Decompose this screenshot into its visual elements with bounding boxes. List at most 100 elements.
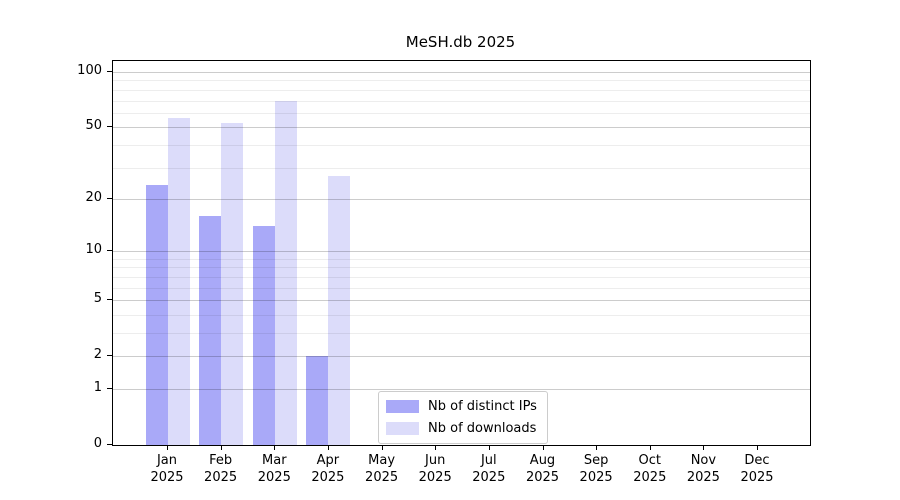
year-label: 2025 [525,470,560,485]
bar-nb-of-downloads-feb [221,122,244,445]
x-tick-label-oct: Oct 2025 [623,452,677,486]
bar-nb-of-downloads-mar [274,100,297,445]
gridline-minor-3 [113,333,810,334]
legend-row-distinct-ips: Nb of distinct IPs [386,397,537,416]
gridline-major-10 [113,251,810,253]
y-tick-label-10: 10 [85,242,102,258]
legend-swatch-distinct-ips [386,400,419,413]
y-tick-mark-10 [107,250,112,252]
year-label: 2025 [472,470,506,485]
legend-label-distinct-ips: Nb of distinct IPs [428,399,537,414]
gridline-major-2 [113,356,810,358]
y-tick-mark-50 [107,126,112,128]
bar-nb-of-distinct-ips-jan [145,184,168,445]
month-label: Aug [529,453,556,468]
gridline-minor-7 [113,276,810,278]
y-tick-mark-1 [107,388,112,389]
y-tick-mark-20 [107,197,112,199]
x-tick-label-feb: Feb 2025 [194,452,248,486]
x-tick-label-mar: Mar 2025 [247,452,301,486]
x-tick-label-nov: Nov 2025 [676,452,730,486]
year-label: 2025 [418,470,452,485]
bar-nb-of-distinct-ips-mar [252,226,275,445]
x-tick-mark-aug [542,445,544,450]
bar-nb-of-distinct-ips-feb [199,216,222,445]
x-tick-mark-jun [435,445,437,450]
x-tick-mark-apr [327,445,329,450]
year-label: 2025 [365,470,399,485]
year-label: 2025 [257,470,291,485]
x-tick-mark-oct [649,445,651,450]
year-label: 2025 [579,470,613,485]
y-tick-mark-5 [107,299,112,301]
chart-title: MeSH.db 2025 [405,33,516,51]
month-label: Oct [638,453,662,468]
y-tick-label-20: 20 [85,189,102,205]
gridline-minor-90 [113,80,810,82]
month-label: Jun [425,453,446,468]
x-tick-label-sep: Sep 2025 [569,452,623,486]
x-tick-label-jul: Jul 2025 [462,452,516,486]
y-tick-label-100: 100 [77,63,102,78]
month-label: May [368,453,396,468]
gridline-minor-60 [113,112,810,114]
y-tick-label-5: 5 [93,291,102,307]
month-label: Jan [156,453,178,468]
month-label: Sep [583,453,609,468]
y-tick-label-0: 0 [93,436,102,451]
y-tick-mark-2 [107,355,112,357]
gridline-minor-4 [113,314,810,316]
y-tick-label-1: 1 [93,380,102,395]
year-label: 2025 [686,470,720,485]
x-tick-label-may: May 2025 [355,452,409,486]
x-tick-mark-jan [167,445,168,450]
legend: Nb of distinct IPs Nb of downloads [378,391,548,444]
month-label: Jul [480,453,497,468]
year-label: 2025 [740,470,774,485]
month-label: Nov [690,453,717,468]
year-label: 2025 [204,470,238,485]
gridline-minor-70 [113,100,810,102]
gridline-minor-80 [113,89,810,91]
bar-nb-of-distinct-ips-apr [306,356,329,445]
y-tick-mark-0 [107,444,112,445]
x-tick-mark-dec [757,445,758,450]
y-tick-mark-100 [107,71,112,72]
gridline-minor-30 [113,167,810,169]
x-tick-label-dec: Dec 2025 [730,452,784,486]
year-label: 2025 [311,470,345,485]
legend-row-downloads: Nb of downloads [386,419,537,438]
gridline-major-100 [113,72,810,73]
gridline-major-1 [113,389,810,390]
x-tick-label-apr: Apr 2025 [301,452,355,486]
month-label: Dec [744,453,770,468]
year-label: 2025 [633,470,667,485]
x-tick-mark-feb [220,445,222,450]
y-tick-label-2: 2 [93,347,102,363]
x-tick-label-jan: Jan 2025 [140,452,194,486]
month-label: Mar [262,453,287,468]
x-tick-mark-mar [274,445,276,450]
y-tick-label-50: 50 [85,118,102,134]
gridline-major-50 [113,127,810,129]
gridline-minor-8 [113,267,810,269]
legend-label-downloads: Nb of downloads [428,421,537,436]
x-tick-mark-nov [703,445,705,450]
gridline-minor-9 [113,258,810,260]
bar-nb-of-downloads-jan [167,118,190,445]
gridline-major-20 [113,198,810,200]
gridline-minor-40 [113,144,810,146]
x-tick-mark-sep [596,445,598,450]
gridline-minor-6 [113,287,810,289]
x-tick-label-aug: Aug 2025 [516,452,570,486]
plot-area [112,60,811,446]
gridline-major-5 [113,300,810,302]
month-label: Feb [209,453,233,468]
x-tick-label-jun: Jun 2025 [408,452,462,486]
x-tick-mark-may [381,445,383,450]
year-label: 2025 [150,470,184,485]
legend-swatch-downloads [386,422,419,435]
x-tick-mark-jul [488,445,490,450]
bar-nb-of-downloads-apr [328,175,351,445]
